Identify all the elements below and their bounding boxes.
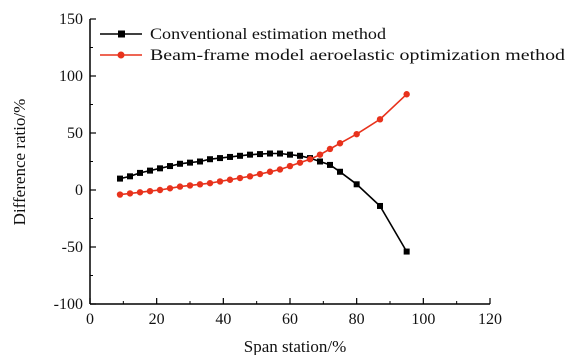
data-point [226, 176, 234, 183]
data-point [316, 151, 324, 158]
data-point [116, 191, 124, 198]
data-point [156, 186, 164, 194]
data-point [326, 145, 334, 153]
data-point [267, 150, 273, 157]
data-point [306, 156, 314, 163]
x-tick-label: 120 [478, 311, 502, 328]
series-2 [116, 91, 410, 198]
data-point [336, 140, 344, 147]
x-tick-label: 0 [86, 311, 94, 328]
data-point [206, 179, 214, 187]
x-tick-label: 80 [349, 311, 365, 328]
legend-label: Beam-frame model aeroelastic optimizatio… [150, 47, 565, 64]
data-point [117, 175, 123, 182]
legend-item-2: Beam-frame model aeroelastic optimizatio… [100, 47, 565, 64]
data-point [146, 187, 154, 195]
x-axis-title: Span station/% [244, 337, 346, 355]
data-point [187, 159, 193, 166]
data-point [353, 130, 360, 138]
data-point [217, 155, 223, 162]
y-tick-label: -100 [54, 296, 83, 313]
data-point [137, 169, 143, 176]
data-point [147, 167, 153, 174]
data-point [337, 168, 343, 175]
data-point [136, 189, 144, 196]
x-tick-label: 40 [215, 311, 231, 328]
data-point [216, 178, 224, 185]
data-point [376, 116, 384, 123]
y-axis-title: Difference ratio/% [10, 99, 29, 226]
data-point [246, 173, 254, 180]
y-tick-label: 100 [59, 68, 83, 85]
y-tick-label: 150 [59, 11, 83, 28]
data-point [286, 162, 294, 170]
data-point [196, 181, 204, 188]
data-point [166, 185, 174, 192]
data-point [403, 248, 410, 255]
x-tick-label: 60 [282, 311, 298, 328]
data-point [266, 168, 274, 175]
axes: 0 20 40 60 80 100 120 -100 -50 0 50 100 150 [54, 11, 502, 328]
y-tick-label: -50 [62, 239, 83, 256]
data-point [197, 158, 203, 165]
data-point [256, 170, 264, 178]
series-line [119, 152, 408, 253]
data-point [317, 158, 323, 165]
legend-marker [117, 51, 125, 59]
data-point [377, 202, 383, 209]
data-point [127, 173, 133, 180]
legend: Conventional estimation method Beam-frame… [100, 26, 565, 64]
data-point [353, 181, 360, 188]
x-tick-label: 100 [411, 311, 435, 328]
legend-marker [118, 30, 125, 38]
series-1 [117, 150, 410, 255]
x-tick-label: 20 [149, 311, 165, 328]
data-point [296, 159, 304, 166]
series-layer [116, 91, 410, 255]
data-point [186, 182, 194, 189]
data-point [177, 160, 183, 167]
data-point [297, 152, 303, 159]
data-point [287, 151, 293, 158]
data-point [227, 153, 233, 160]
legend-item-1: Conventional estimation method [100, 26, 386, 43]
data-point [277, 150, 283, 157]
data-point [276, 166, 284, 173]
data-point [126, 190, 134, 197]
series-line [119, 93, 408, 196]
data-point [237, 152, 243, 159]
data-point [157, 165, 163, 172]
legend-label: Conventional estimation method [150, 26, 386, 43]
y-tick-label: 50 [67, 125, 83, 142]
data-point [247, 151, 253, 158]
data-point [207, 156, 213, 163]
data-point [257, 151, 263, 158]
data-point [327, 161, 333, 168]
data-point [167, 163, 173, 170]
data-point [236, 174, 244, 182]
data-point [403, 91, 410, 98]
data-point [176, 183, 184, 190]
y-tick-label: 0 [75, 182, 83, 199]
